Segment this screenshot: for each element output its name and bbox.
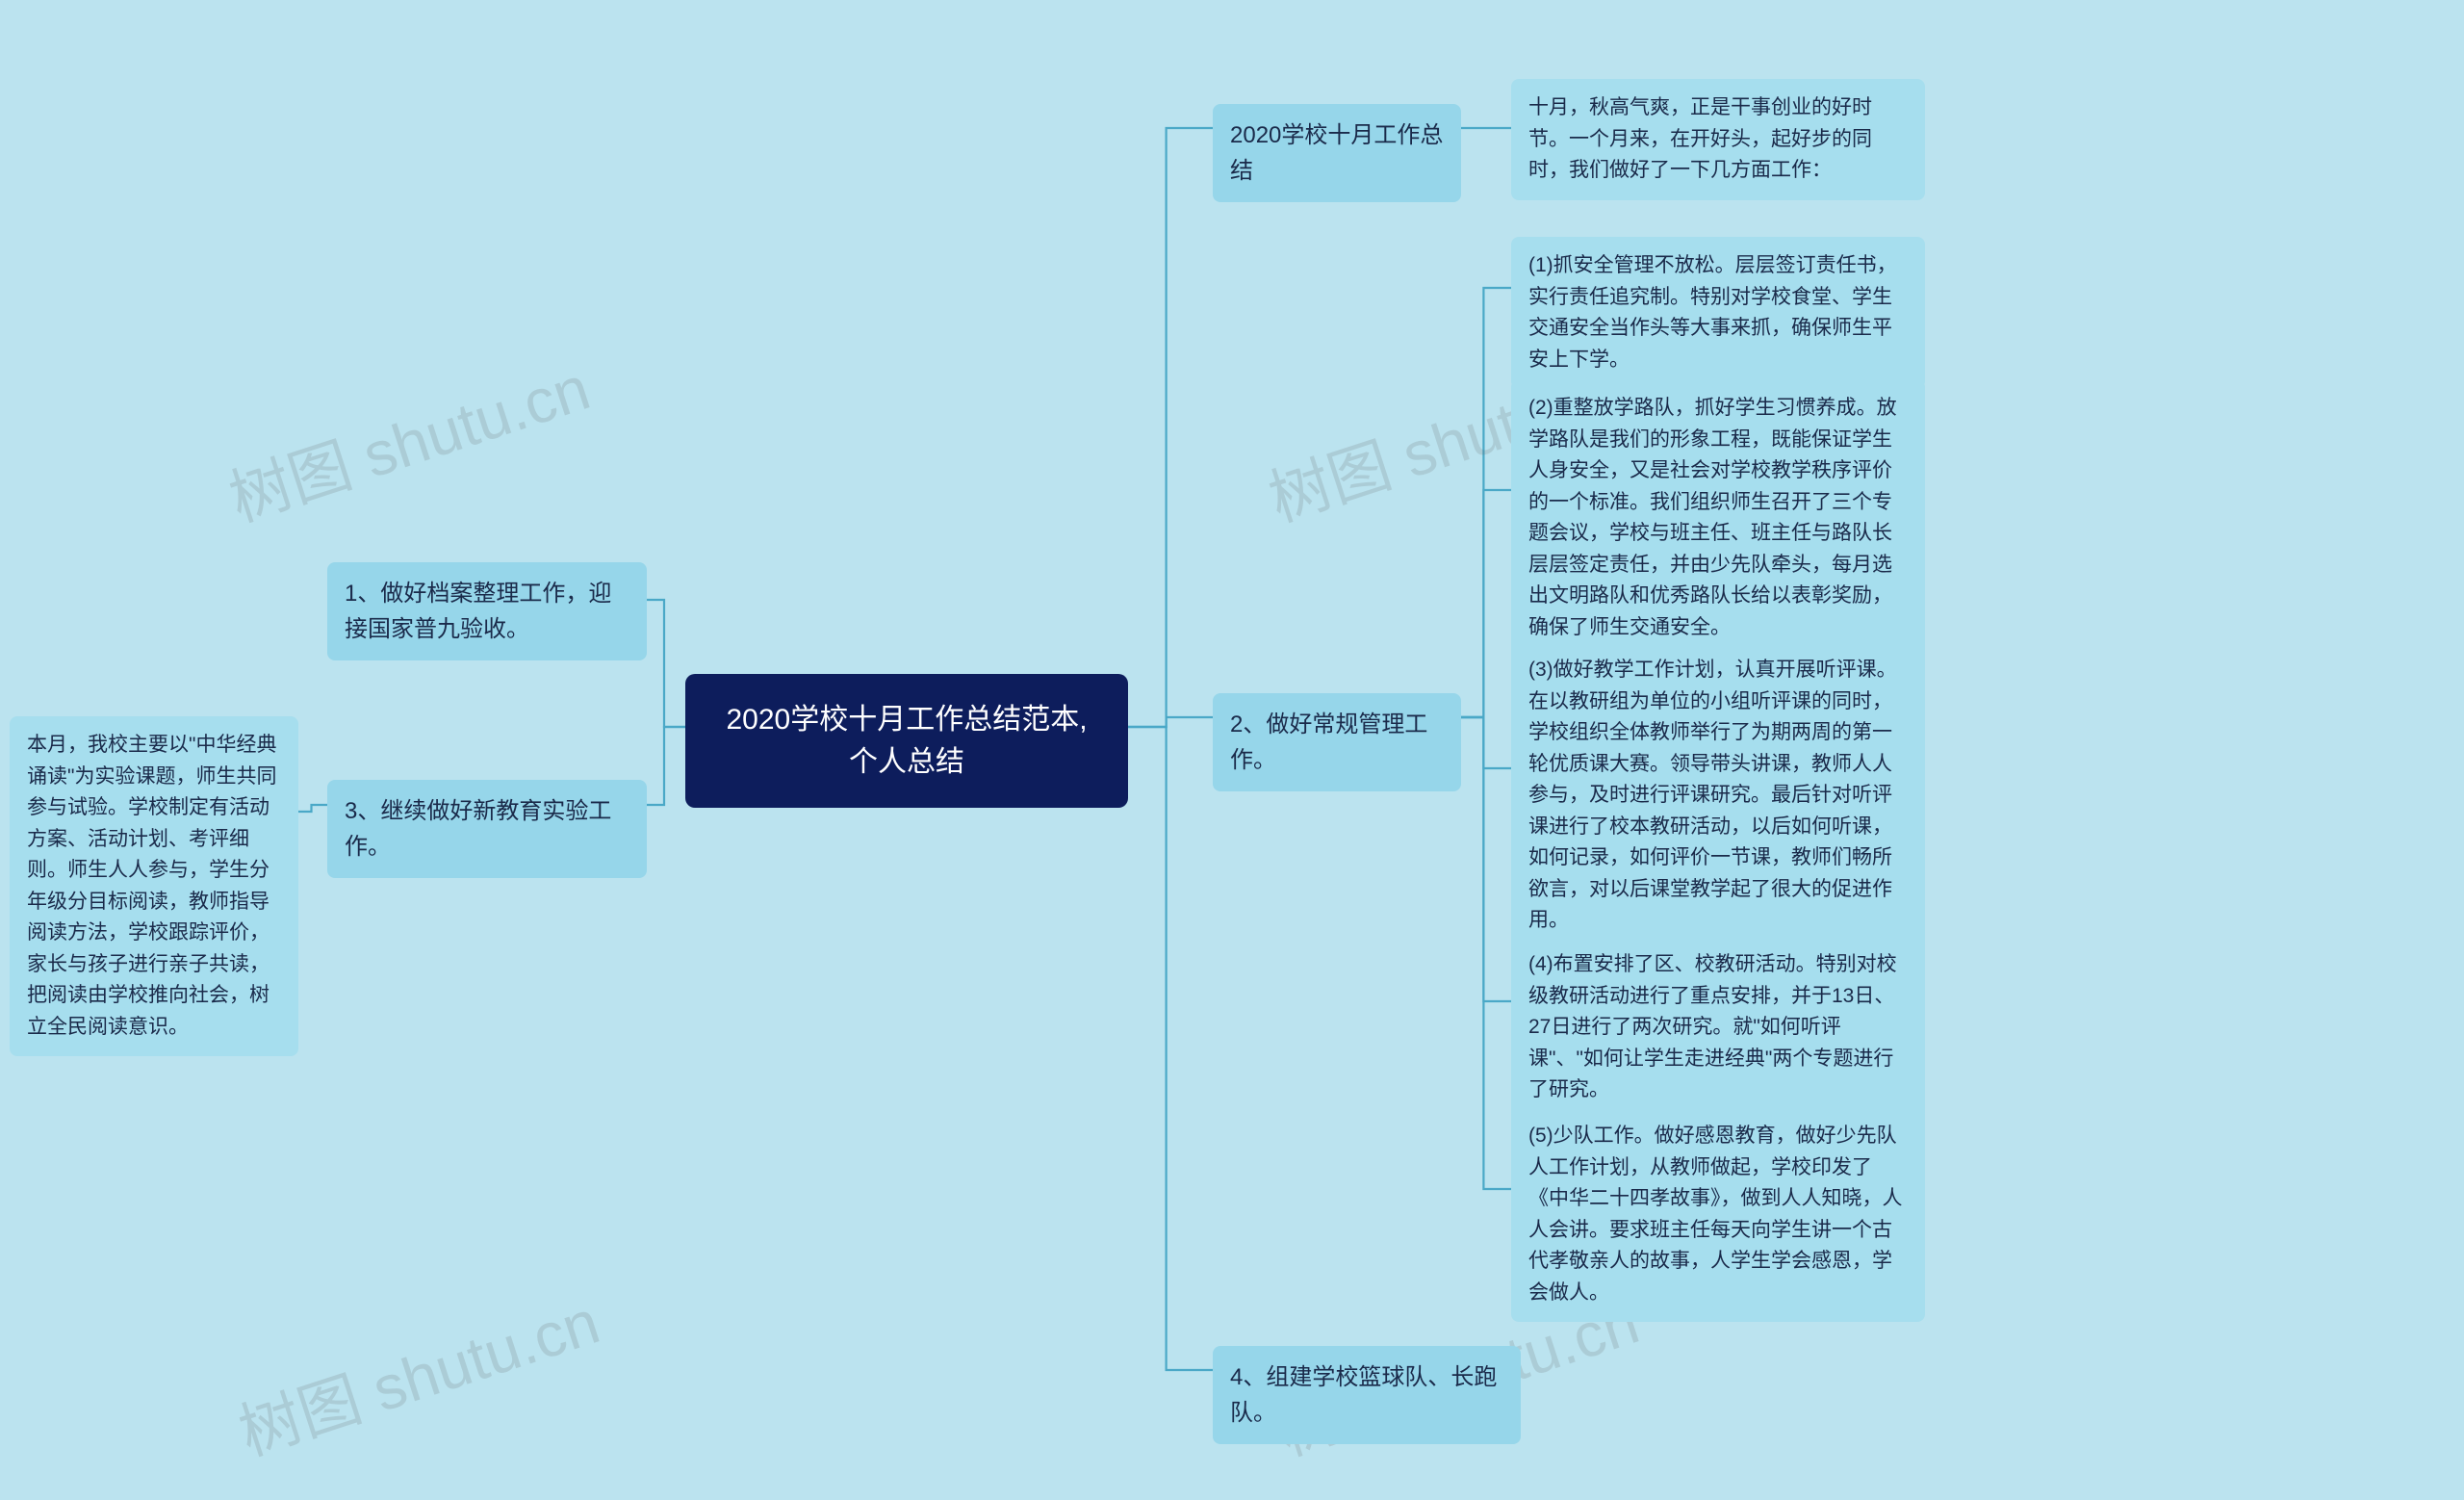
connector	[1461, 717, 1511, 768]
right-branch-1-child-4: (5)少队工作。做好感恩教育，做好少先队人工作计划，从教师做起，学校印发了《中华…	[1511, 1107, 1925, 1322]
connector	[1128, 717, 1213, 727]
right-branch-1-child-2: (3)做好教学工作计划，认真开展听评课。在以教研组为单位的小组听评课的同时，学校…	[1511, 641, 1925, 950]
watermark: 树图 shutu.cn	[217, 339, 599, 538]
right-branch-1-child-0: (1)抓安全管理不放松。层层签订责任书，实行责任追究制。特别对学校食堂、学生交通…	[1511, 237, 1925, 389]
left-branch-1: 3、继续做好新教育实验工作。	[327, 780, 647, 878]
root-node: 2020学校十月工作总结范本,个人总结	[685, 674, 1128, 808]
connector	[1461, 490, 1511, 717]
right-branch-0: 2020学校十月工作总结	[1213, 104, 1461, 202]
right-branch-1-child-3: (4)布置安排了区、校教研活动。特别对校级教研活动进行了重点安排，并于13日、2…	[1511, 936, 1925, 1120]
right-branch-0-child-0: 十月，秋高气爽，正是干事创业的好时节。一个月来，在开好头，起好步的同时，我们做好…	[1511, 79, 1925, 200]
connector	[647, 727, 685, 805]
right-branch-1-child-1: (2)重整放学路队，抓好学生习惯养成。放学路队是我们的形象工程，既能保证学生人身…	[1511, 379, 1925, 657]
left-branch-0: 1、做好档案整理工作，迎接国家普九验收。	[327, 562, 647, 660]
watermark: 树图 shutu.cn	[226, 1273, 608, 1472]
left-branch-1-child-0: 本月，我校主要以"中华经典诵读"为实验课题，师生共同参与试验。学校制定有活动方案…	[10, 716, 298, 1056]
connector	[298, 805, 327, 812]
connector	[1461, 717, 1511, 1001]
right-branch-1: 2、做好常规管理工作。	[1213, 693, 1461, 791]
connector	[1128, 727, 1213, 1370]
connector	[1461, 717, 1511, 1189]
right-branch-2: 4、组建学校篮球队、长跑队。	[1213, 1346, 1521, 1444]
connector	[647, 600, 685, 727]
connector	[1128, 128, 1213, 727]
connector	[1461, 288, 1511, 717]
